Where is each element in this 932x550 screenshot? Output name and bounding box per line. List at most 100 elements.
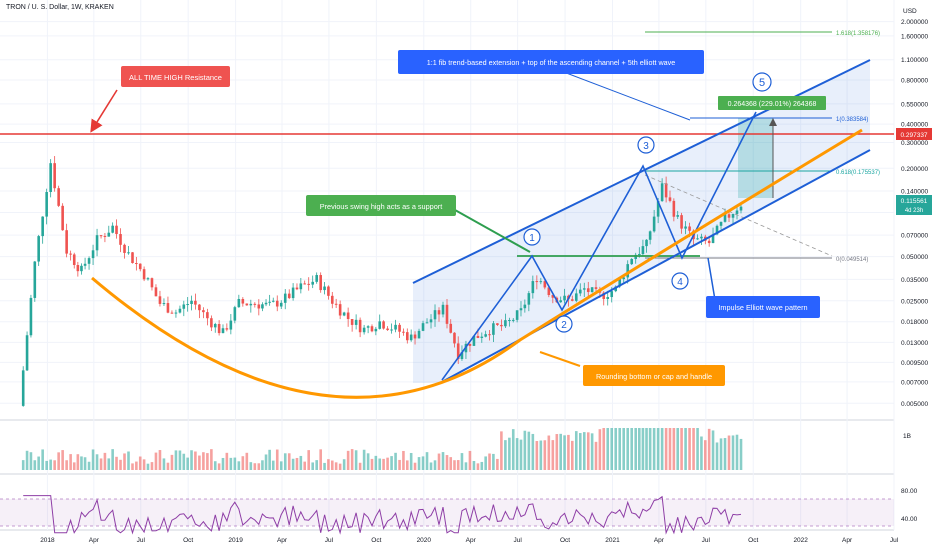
candle-body <box>570 299 574 301</box>
candle-body <box>295 287 299 290</box>
volume-bar <box>476 463 480 470</box>
volume-bar <box>731 435 735 470</box>
volume-bar <box>684 428 687 470</box>
ath-connector <box>90 89 118 133</box>
volume-bar <box>586 432 590 470</box>
price-tick: 0.018000 <box>901 319 928 326</box>
candle-body <box>25 335 29 371</box>
candle-body <box>190 300 193 305</box>
volume-bar <box>641 428 645 470</box>
volume-bar <box>233 457 237 470</box>
volume-bar <box>394 452 397 470</box>
volume-bar <box>76 454 80 470</box>
volume-bar <box>638 428 641 470</box>
candle-body <box>680 215 683 229</box>
candle-body <box>107 232 111 237</box>
candle-body <box>707 240 711 244</box>
volume-bar <box>739 438 743 470</box>
volume-bar <box>217 463 221 470</box>
candle-body <box>719 221 723 226</box>
candle-body <box>127 252 130 254</box>
candle-body <box>245 303 249 306</box>
time-tick: 2021 <box>605 537 620 544</box>
wave-label-1: 1 <box>523 228 541 246</box>
candle-body <box>531 281 535 294</box>
volume-bar <box>574 431 578 470</box>
time-tick: Oct <box>748 537 758 544</box>
volume-bar <box>704 440 707 470</box>
candle-body <box>492 323 495 335</box>
volume-bar <box>634 428 637 470</box>
rsi-tick-80: 80.00 <box>901 488 918 495</box>
volume-bar <box>421 456 425 470</box>
volume-bar <box>49 459 52 470</box>
candle-body <box>53 163 56 189</box>
volume-bar <box>630 428 634 470</box>
volume-bar <box>504 440 507 470</box>
resistance-price-label: 0.297337 <box>900 132 927 139</box>
volume-bar <box>257 463 261 470</box>
candle-body <box>170 312 174 314</box>
candle-body <box>551 295 555 298</box>
time-tick: 2019 <box>228 537 243 544</box>
time-tick: Oct <box>183 537 193 544</box>
volume-bar <box>660 428 664 470</box>
volume-bar <box>672 428 676 470</box>
volume-bar <box>719 438 723 470</box>
candle-body <box>370 326 374 332</box>
volume-bar <box>25 450 29 470</box>
fib-note-label: 1:1 fib trend-based extension + top of t… <box>427 58 676 67</box>
channel-fill <box>413 60 870 383</box>
volume-bar <box>350 449 354 470</box>
candle-body <box>582 288 586 290</box>
volume-bar <box>275 449 279 470</box>
volume-bar <box>150 462 154 470</box>
resistance-price-tag <box>896 128 932 140</box>
support-box <box>306 195 456 216</box>
candle-body <box>731 213 735 218</box>
volume-bar <box>29 452 33 470</box>
volume-bar <box>460 453 464 470</box>
candle-body <box>460 352 464 360</box>
volume-bar <box>170 454 174 470</box>
candle-body <box>648 231 652 240</box>
volume-bar <box>182 453 186 470</box>
volume-bar <box>652 428 656 470</box>
candle-body <box>182 304 186 309</box>
volume-bar <box>429 462 433 470</box>
candle-body <box>634 254 637 260</box>
candle-body <box>652 216 656 232</box>
candle-body <box>456 343 460 360</box>
volume-bar <box>484 456 487 470</box>
volume-bar <box>323 462 326 470</box>
volume-bar <box>382 458 385 470</box>
volume-bar <box>264 454 268 470</box>
volume-bar <box>119 459 122 470</box>
volume-bar <box>319 449 322 470</box>
volume-bar <box>468 450 472 470</box>
volume-bar <box>425 452 429 470</box>
volume-bar <box>390 456 393 470</box>
candle-body <box>484 334 487 337</box>
volume-bar <box>582 432 586 470</box>
volume-bar <box>688 428 691 470</box>
price-tick: 0.550000 <box>901 101 928 108</box>
candle-body <box>264 302 268 305</box>
candle-body <box>559 300 562 303</box>
candle-body <box>374 328 378 332</box>
target-label: 0.264368 (229.01%) 264368 <box>728 101 817 108</box>
wave-label-5: 5 <box>752 72 772 92</box>
volume-bar <box>449 457 453 470</box>
volume-bar <box>370 458 374 470</box>
time-tick: Oct <box>560 537 570 544</box>
time-tick: Apr <box>89 537 100 544</box>
volume-bar <box>210 449 213 470</box>
price-tick: 2.000000 <box>901 19 928 26</box>
impulse-label: Impulse Elliott wave pattern <box>718 303 807 312</box>
candle-body <box>586 288 590 293</box>
volume-bar <box>237 461 241 470</box>
candle-body <box>194 300 197 305</box>
wave-label-3: 3 <box>637 136 655 154</box>
volume-bar <box>539 440 543 470</box>
